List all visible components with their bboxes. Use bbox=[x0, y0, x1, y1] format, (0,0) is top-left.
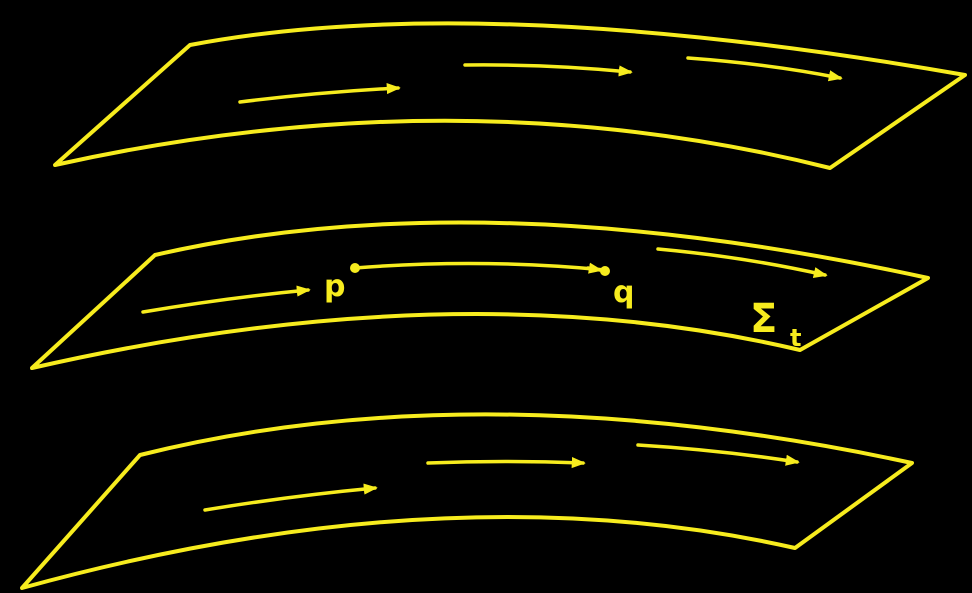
background bbox=[0, 0, 972, 593]
label-p: p bbox=[324, 269, 345, 304]
label-q: q bbox=[613, 275, 634, 310]
label-sigma-subscript: t bbox=[790, 324, 801, 352]
flow-arrow bbox=[428, 462, 583, 464]
diagram: p q Σ t bbox=[0, 0, 972, 593]
flow-arrow bbox=[588, 268, 600, 270]
point-q bbox=[600, 266, 610, 276]
point-p bbox=[350, 263, 360, 273]
label-sigma: Σ bbox=[750, 296, 777, 342]
